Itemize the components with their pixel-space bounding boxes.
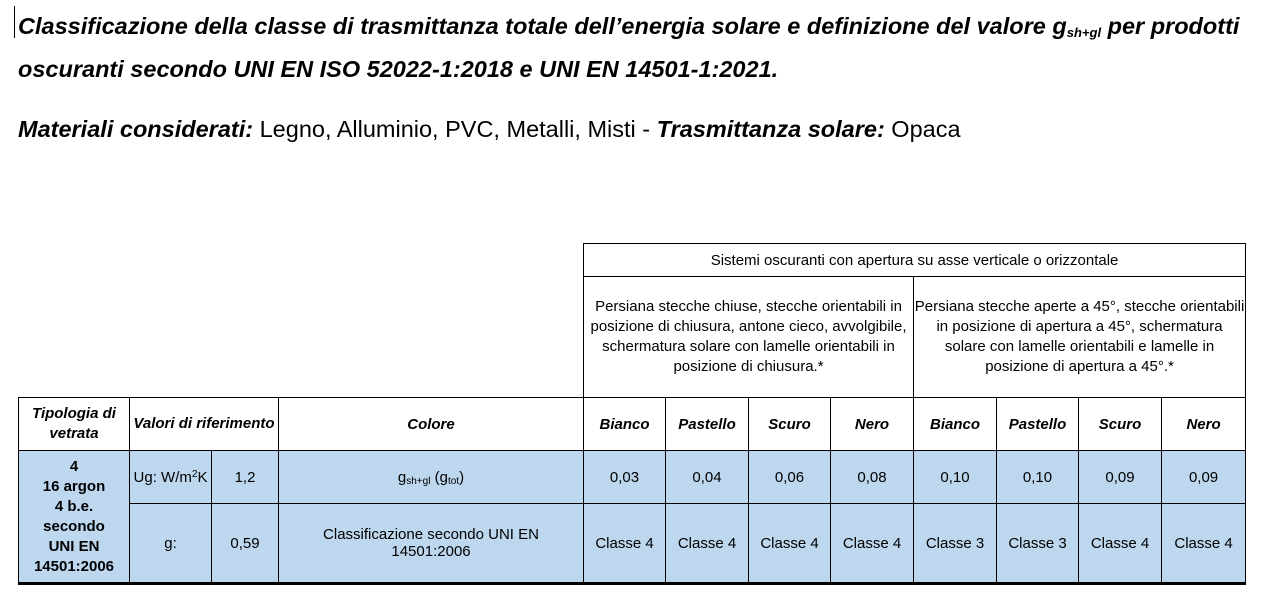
- ug-label-unit: K: [197, 468, 208, 486]
- blank-header-area: [19, 244, 584, 398]
- gsh-value: 0,09: [1078, 450, 1162, 504]
- class-value: Classe 3: [996, 503, 1079, 585]
- col-header-color-7: Scuro: [1078, 397, 1162, 451]
- class-value: Classe 4: [583, 503, 666, 585]
- table-row: 4 16 argon 4 b.e. secondo UNI EN 14501:2…: [18, 450, 1247, 585]
- col-header-color-5: Bianco: [913, 397, 997, 451]
- ug-value: 1,2: [211, 450, 279, 504]
- gsh-sub: sh+gl: [406, 475, 431, 487]
- ug-label-cell: Ug: W/m2K: [129, 450, 212, 504]
- table-row: g: 0,59 Classificazione secondo UNI EN 1…: [19, 503, 1247, 585]
- g-value: 0,59: [211, 503, 279, 585]
- classification-label: Classificazione secondo UNI EN 14501:200…: [278, 503, 584, 585]
- gsh-label: g: [397, 468, 407, 486]
- ug-label: Ug: W/m: [133, 468, 192, 486]
- col-header-color-4: Nero: [830, 397, 914, 451]
- title-part-1: Classificazione della classe di trasmitt…: [18, 13, 1067, 39]
- classification-table: Sistemi oscuranti con apertura su asse v…: [18, 243, 1247, 585]
- gtot-sub: tot: [447, 475, 460, 487]
- tipologia-line: UNI EN: [48, 537, 100, 555]
- col-header-tipologia: Tipologia di vetrata: [18, 397, 130, 451]
- col-header-color-1: Bianco: [583, 397, 666, 451]
- gsh-value: 0,04: [665, 450, 749, 504]
- class-value: Classe 4: [1160, 503, 1247, 585]
- materials-label: Materiali considerati:: [18, 116, 254, 142]
- transmittance-value: Opaca: [884, 116, 961, 142]
- text-cursor: [14, 6, 15, 38]
- gsh-value: 0,06: [748, 450, 831, 504]
- col-header-color-8: Nero: [1160, 397, 1247, 451]
- gsh-value: 0,10: [913, 450, 997, 504]
- col-header-valori: Valori di riferimento: [129, 397, 279, 451]
- g-label: g:: [129, 503, 212, 585]
- title-part-2: per prodotti oscuranti secondo UNI EN IS…: [18, 13, 1240, 82]
- col-header-color-6: Pastello: [996, 397, 1079, 451]
- col-header-color-2: Pastello: [665, 397, 749, 451]
- tipologia-line: 4 b.e.: [54, 497, 94, 515]
- class-value: Classe 4: [748, 503, 831, 585]
- gtot-label: (g: [430, 468, 448, 486]
- group-open-description: Persiana stecche aperte a 45°, stecche o…: [912, 276, 1247, 398]
- col-header-color-3: Scuro: [748, 397, 831, 451]
- materials-line: Materiali considerati: Legno, Alluminio,…: [18, 114, 961, 144]
- gsh-value: 0,08: [830, 450, 914, 504]
- gsh-value: 0,09: [1160, 450, 1247, 504]
- gsh-label-cell: gsh+gl (gtot): [278, 450, 584, 504]
- class-value: Classe 3: [913, 503, 997, 585]
- tipologia-line: 16 argon: [42, 477, 106, 495]
- page-title: Classificazione della classe di trasmitt…: [18, 5, 1278, 91]
- materials-value: Legno, Alluminio, PVC, Metalli, Misti -: [253, 116, 657, 142]
- transmittance-label: Trasmittanza solare:: [656, 116, 885, 142]
- gtot-close: ): [459, 468, 465, 486]
- tipologia-line: 14501:2006: [33, 557, 115, 575]
- class-value: Classe 4: [1078, 503, 1162, 585]
- tipologia-line: 4: [69, 457, 79, 475]
- title-subscript: sh+gl: [1066, 25, 1102, 40]
- gsh-value: 0,10: [996, 450, 1079, 504]
- group-closed-description: Persiana stecche chiuse, stecche orienta…: [583, 276, 914, 398]
- gsh-value: 0,03: [583, 450, 666, 504]
- ug-label-sup: 2: [191, 468, 198, 480]
- tipologia-cell: 4 16 argon 4 b.e. secondo UNI EN 14501:2…: [18, 450, 130, 585]
- col-header-colore: Colore: [278, 397, 584, 451]
- group-header: Sistemi oscuranti con apertura su asse v…: [582, 243, 1247, 277]
- class-value: Classe 4: [830, 503, 914, 585]
- tipologia-line: secondo: [43, 517, 105, 535]
- class-value: Classe 4: [665, 503, 749, 585]
